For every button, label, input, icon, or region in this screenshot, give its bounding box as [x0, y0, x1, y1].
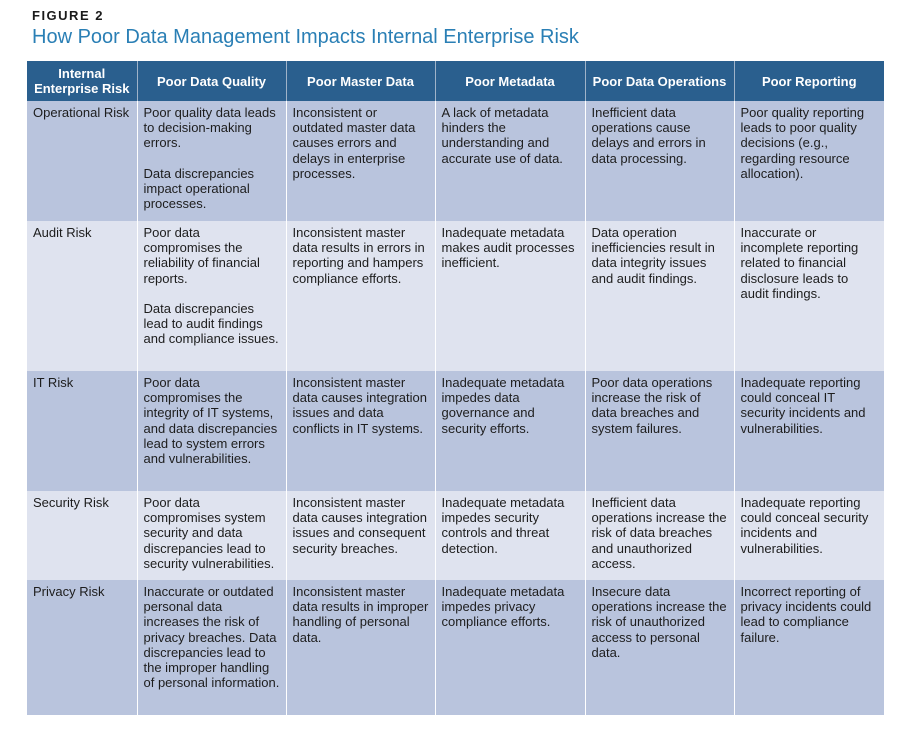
table-cell: Inconsistent master data results in impr… — [286, 580, 436, 715]
table-cell: Poor data compromises the integrity of I… — [137, 371, 287, 491]
table-cell: Inefficient data operations cause delays… — [585, 101, 735, 221]
table-cell: Inefficient data operations increase the… — [585, 491, 735, 580]
cell-text: Inconsistent master data causes integrat… — [292, 375, 427, 436]
table-cell: Data operation inefficiencies result in … — [585, 221, 735, 371]
cell-text: Poor data compromises the reliability of… — [143, 225, 260, 286]
cell-text: Poor quality reporting leads to poor qua… — [740, 105, 865, 181]
risk-table: Internal Enterprise Risk Poor Data Quali… — [27, 61, 884, 715]
column-header: Poor Metadata — [435, 61, 586, 101]
table-cell: Poor quality data leads to decision-maki… — [137, 101, 287, 221]
figure-label: FIGURE 2 — [32, 8, 104, 23]
cell-text: Poor quality data leads to decision-maki… — [143, 105, 276, 151]
table-header-row: Internal Enterprise Risk Poor Data Quali… — [27, 61, 884, 101]
cell-text: Poor data compromises system security an… — [143, 495, 275, 571]
table-cell: Inadequate metadata impedes security con… — [435, 491, 586, 580]
cell-text: Data discrepancies impact operational pr… — [143, 165, 255, 212]
table-row: Audit Risk Poor data compromises the reli… — [27, 221, 884, 371]
table-row: Operational Risk Poor quality data leads … — [27, 101, 884, 221]
cell-text: Inconsistent master data results in erro… — [292, 225, 425, 286]
cell-text: Data discrepancies lead to audit finding… — [143, 300, 279, 347]
cell-text: Incorrect reporting of privacy incidents… — [740, 584, 872, 645]
table-cell: Inaccurate or outdated personal data inc… — [137, 580, 287, 715]
cell-text: Inadequate metadata impedes privacy comp… — [441, 584, 565, 630]
table-cell: Inconsistent or outdated master data cau… — [286, 101, 436, 221]
table-cell: Inconsistent master data causes integrat… — [286, 491, 436, 580]
cell-text: Insecure data operations increase the ri… — [591, 584, 727, 660]
risk-name-cell: Privacy Risk — [27, 580, 138, 715]
table-cell: Inadequate metadata impedes privacy comp… — [435, 580, 586, 715]
column-header: Poor Reporting — [734, 61, 884, 101]
cell-text: Inconsistent master data results in impr… — [292, 584, 429, 645]
table-row: Security Risk Poor data compromises syste… — [27, 491, 884, 580]
table-cell: Inadequate reporting could conceal IT se… — [734, 371, 884, 491]
cell-text: Inadequate metadata impedes security con… — [441, 495, 565, 556]
table-cell: Poor data operations increase the risk o… — [585, 371, 735, 491]
cell-text: Inadequate metadata impedes data governa… — [441, 375, 565, 436]
cell-text: Inconsistent master data causes integrat… — [292, 495, 427, 556]
table-row: Privacy Risk Inaccurate or outdated perso… — [27, 580, 884, 715]
table-cell: Inadequate reporting could conceal secur… — [734, 491, 884, 580]
risk-name-cell: IT Risk — [27, 371, 138, 491]
figure-title: How Poor Data Management Impacts Interna… — [32, 26, 579, 48]
table-cell: Inaccurate or incomplete reporting relat… — [734, 221, 884, 371]
cell-text: Poor data compromises the integrity of I… — [143, 375, 278, 467]
cell-text: Inadequate metadata makes audit processe… — [441, 225, 575, 271]
table-cell: Poor data compromises system security an… — [137, 491, 287, 580]
column-header: Poor Master Data — [286, 61, 436, 101]
column-header: Internal Enterprise Risk — [27, 61, 138, 101]
risk-name-cell: Security Risk — [27, 491, 138, 580]
cell-text: A lack of metadata hinders the understan… — [441, 105, 563, 166]
cell-text: Inadequate reporting could conceal IT se… — [740, 375, 866, 436]
table-cell: Inadequate metadata makes audit processe… — [435, 221, 586, 371]
table-cell: Inconsistent master data causes integrat… — [286, 371, 436, 491]
table-row: IT Risk Poor data compromises the integri… — [27, 371, 884, 491]
cell-text: Inefficient data operations increase the… — [591, 495, 727, 571]
column-header: Poor Data Quality — [137, 61, 287, 101]
column-header: Poor Data Operations — [585, 61, 735, 101]
cell-text: Data operation inefficiencies result in … — [591, 225, 715, 286]
table-cell: Poor quality reporting leads to poor qua… — [734, 101, 884, 221]
cell-text: Poor data operations increase the risk o… — [591, 375, 713, 436]
cell-text: Inefficient data operations cause delays… — [591, 105, 706, 166]
risk-name-cell: Audit Risk — [27, 221, 138, 371]
table-cell: Incorrect reporting of privacy incidents… — [734, 580, 884, 715]
risk-name-cell: Operational Risk — [27, 101, 138, 221]
table-cell: Poor data compromises the reliability of… — [137, 221, 287, 371]
cell-text: Inadequate reporting could conceal secur… — [740, 495, 869, 556]
cell-text: Inconsistent or outdated master data cau… — [292, 105, 416, 181]
table-cell: A lack of metadata hinders the understan… — [435, 101, 586, 221]
table-cell: Inconsistent master data results in erro… — [286, 221, 436, 371]
cell-text: Inaccurate or outdated personal data inc… — [143, 584, 280, 691]
cell-text: Inaccurate or incomplete reporting relat… — [740, 225, 859, 301]
table-cell: Inadequate metadata impedes data governa… — [435, 371, 586, 491]
table-cell: Insecure data operations increase the ri… — [585, 580, 735, 715]
